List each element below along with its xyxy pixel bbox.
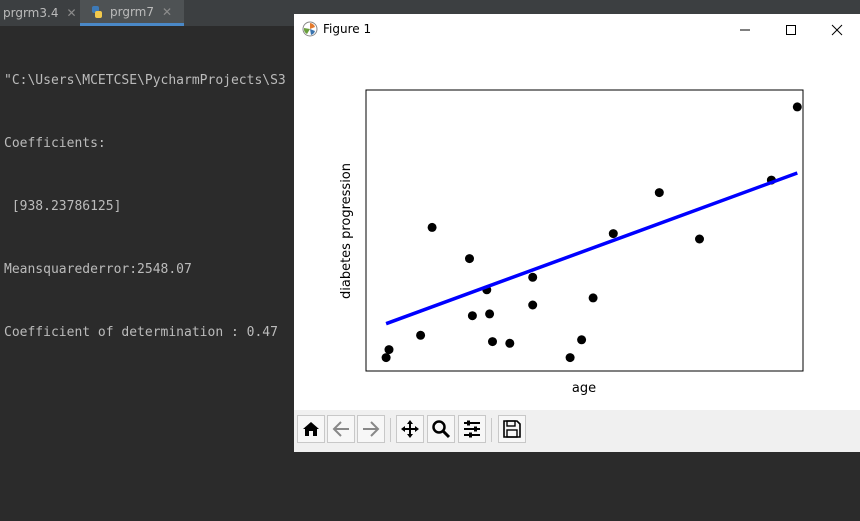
figure-window: Figure 1 age diabetes progression: [294, 14, 860, 452]
data-point: [416, 330, 426, 340]
zoom-button[interactable]: [427, 415, 455, 443]
data-point: [792, 102, 802, 112]
plot-axes-frame: [365, 89, 804, 372]
tab-label: prgrm3.4: [3, 6, 59, 20]
data-point: [505, 338, 515, 348]
home-button[interactable]: [297, 415, 325, 443]
maximize-button[interactable]: [768, 14, 814, 45]
toolbar-separator: [390, 418, 391, 442]
data-point: [381, 353, 391, 363]
data-point: [565, 353, 575, 363]
python-file-icon: [92, 5, 102, 18]
navigation-toolbar: [294, 410, 860, 452]
data-point: [528, 300, 538, 310]
back-icon: [332, 421, 349, 437]
figure-canvas[interactable]: age diabetes progression: [294, 45, 860, 410]
close-tab-icon[interactable]: ✕: [162, 4, 173, 19]
home-icon: [303, 422, 319, 436]
run-console-output: "C:\Users\MCETCSE\PycharmProjects\S3 Coe…: [4, 28, 286, 364]
data-point: [427, 222, 437, 232]
data-point: [654, 188, 664, 198]
pan-icon: [401, 420, 419, 438]
forward-button[interactable]: [357, 415, 385, 443]
regression-line: [385, 171, 798, 326]
console-line: [938.23786125]: [4, 199, 122, 214]
data-point: [588, 293, 598, 303]
console-line: Meansquarederror:2548.07: [4, 262, 192, 277]
console-line: "C:\Users\MCETCSE\PycharmProjects\S3: [4, 73, 286, 88]
minimize-button[interactable]: [722, 14, 768, 45]
back-button[interactable]: [327, 415, 355, 443]
save-icon: [503, 420, 521, 438]
data-point: [465, 254, 474, 264]
data-point: [695, 234, 704, 244]
window-title: Figure 1: [323, 22, 372, 36]
data-point: [488, 337, 497, 347]
toolbar-separator: [491, 418, 492, 442]
close-tab-icon[interactable]: ✕: [66, 6, 77, 20]
tab-prgrm3-4[interactable]: prgrm3.4 ✕: [0, 0, 81, 26]
save-button[interactable]: [498, 415, 526, 443]
pan-button[interactable]: [396, 415, 424, 443]
data-point: [384, 345, 394, 355]
data-point: [528, 272, 538, 282]
x-axis-label: age: [572, 381, 596, 396]
maximize-icon: [786, 24, 796, 35]
window-titlebar[interactable]: Figure 1: [294, 14, 860, 45]
data-point: [485, 309, 495, 319]
matplotlib-logo-icon: [302, 21, 318, 37]
scatter-plot: age diabetes progression: [339, 89, 804, 396]
zoom-icon: [432, 420, 451, 439]
configure-subplots-icon: [464, 420, 480, 438]
data-point: [467, 311, 477, 321]
data-point: [577, 335, 587, 345]
forward-icon: [363, 421, 380, 437]
configure-subplots-button[interactable]: [458, 415, 486, 443]
close-icon: [831, 24, 843, 35]
close-button[interactable]: [814, 14, 860, 45]
tab-label: prgrm7: [110, 4, 155, 19]
tab-prgrm7[interactable]: prgrm7 ✕: [80, 0, 184, 26]
minimize-icon: [740, 29, 750, 30]
y-axis-label: diabetes progression: [339, 163, 354, 299]
console-line: Coefficient of determination : 0.47: [4, 325, 278, 340]
data-point: [608, 229, 618, 239]
console-line: Coefficients:: [4, 136, 106, 151]
